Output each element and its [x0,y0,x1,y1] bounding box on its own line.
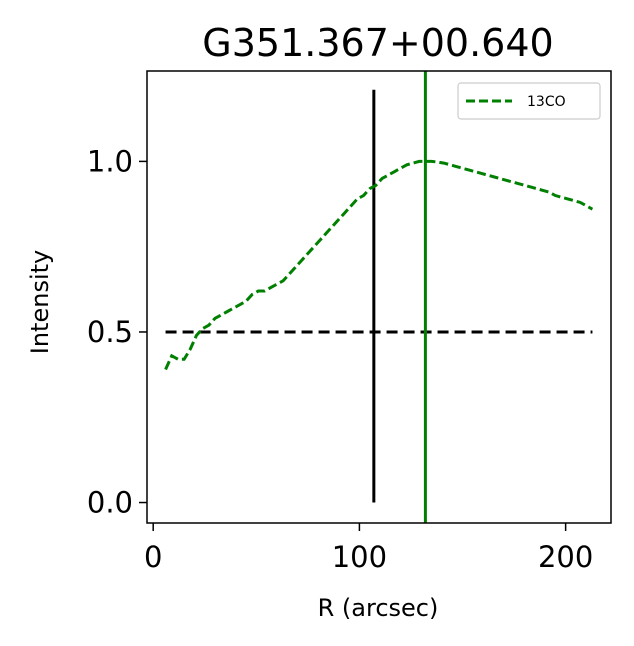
y-axis-ticks: 0.0 0.5 1.0 [87,144,147,520]
x-tick-label: 0 [144,540,162,574]
legend-label-13co: 13CO [527,94,566,110]
y-tick-label: 0.5 [87,315,133,349]
legend-box [457,82,601,120]
x-axis-label: R (arcsec) [318,594,439,622]
y-axis-label: Intensity [26,250,54,354]
x-axis-ticks: 0 100 200 [144,523,593,574]
plot-marks [164,71,594,523]
series-line-13co [164,159,594,371]
plot-frame [146,70,612,524]
y-tick-label: 0.0 [87,486,133,520]
y-tick-label: 1.0 [87,144,133,178]
x-tick-label: 200 [538,540,593,574]
chart-title: G351.367+00.640 [202,21,553,65]
legend: 13CO [457,82,601,120]
x-tick-label: 100 [332,540,387,574]
